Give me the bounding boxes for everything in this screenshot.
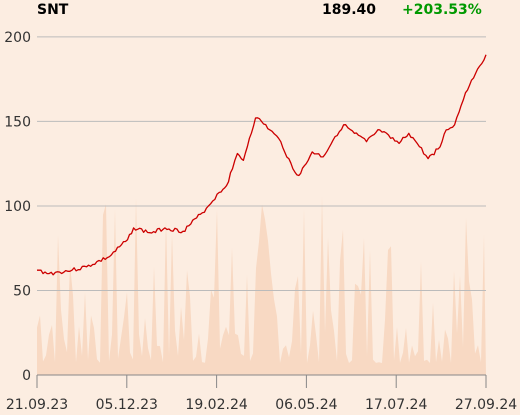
- volume-area: [37, 196, 486, 375]
- y-tick-label: 200: [4, 30, 31, 46]
- ticker-symbol: SNT: [37, 2, 69, 18]
- y-tick-label: 50: [13, 283, 31, 299]
- y-tick-label: 100: [4, 199, 31, 215]
- x-tick-label: 21.09.23: [6, 397, 68, 413]
- x-tick-label: 19.02.24: [185, 397, 247, 413]
- last-price: 189.40: [322, 2, 377, 18]
- y-tick-label: 0: [22, 368, 31, 384]
- price-change: +203.53%: [402, 2, 482, 18]
- price-line: [36, 54, 487, 276]
- y-tick-label: 150: [4, 114, 31, 130]
- x-tick-label: 05.12.23: [96, 397, 158, 413]
- x-tick-label: 06.05.24: [275, 397, 337, 413]
- x-tick-label: 27.09.24: [455, 397, 517, 413]
- x-tick-label: 17.07.24: [365, 397, 427, 413]
